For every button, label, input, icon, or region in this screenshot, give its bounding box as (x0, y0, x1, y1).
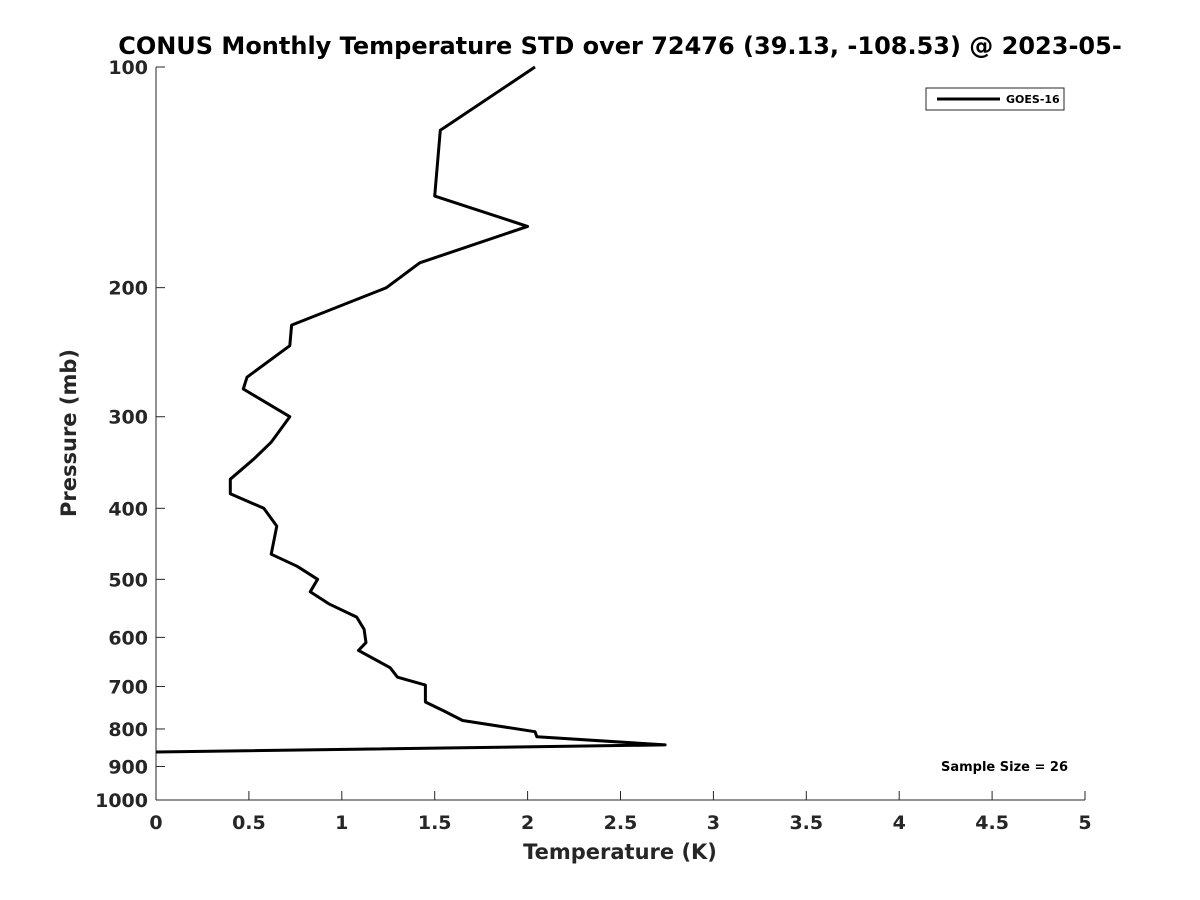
x-tick-label: 4 (893, 812, 906, 834)
y-tick-label: 800 (108, 719, 148, 741)
y-tick-label: 200 (108, 278, 148, 300)
series-line-goes-16 (155, 65, 667, 754)
x-tick-label: 1 (335, 812, 348, 834)
y-tick-label: 100 (108, 57, 148, 79)
x-tick-label: 3.5 (789, 812, 823, 834)
x-tick-label: 5 (1078, 812, 1091, 834)
legend-label-goes-16: GOES-16 (1006, 93, 1060, 106)
x-tick-label: 2.5 (604, 812, 638, 834)
legend: GOES-16 (925, 87, 1065, 111)
chart-title: CONUS Monthly Temperature STD over 72476… (118, 32, 1122, 60)
x-axis-label: Temperature (K) (523, 840, 717, 864)
y-tick-label: 700 (108, 676, 148, 698)
x-tick-label: 0.5 (232, 812, 266, 834)
y-tick-label: 900 (108, 756, 148, 778)
x-tick-label: 4.5 (975, 812, 1009, 834)
y-tick-label: 400 (108, 498, 148, 520)
y-axis-label: Pressure (mb) (57, 349, 81, 517)
y-tick-label: 600 (108, 627, 148, 649)
y-tick-label: 300 (108, 407, 148, 429)
x-tick-label: 2 (521, 812, 534, 834)
x-axis-ticks: 0 0.5 1 1.5 2 2.5 3 3.5 4 4.5 5 (149, 791, 1092, 834)
series-layer (155, 65, 667, 754)
x-tick-label: 1.5 (418, 812, 452, 834)
sample-size-annotation: Sample Size = 26 (941, 760, 1068, 775)
y-tick-label: 1000 (95, 790, 148, 812)
y-tick-label: 500 (108, 569, 148, 591)
y-axis-ticks: 100 200 300 400 500 600 700 800 900 1000 (95, 57, 165, 812)
x-tick-label: 3 (707, 812, 720, 834)
x-tick-label: 0 (149, 812, 162, 834)
